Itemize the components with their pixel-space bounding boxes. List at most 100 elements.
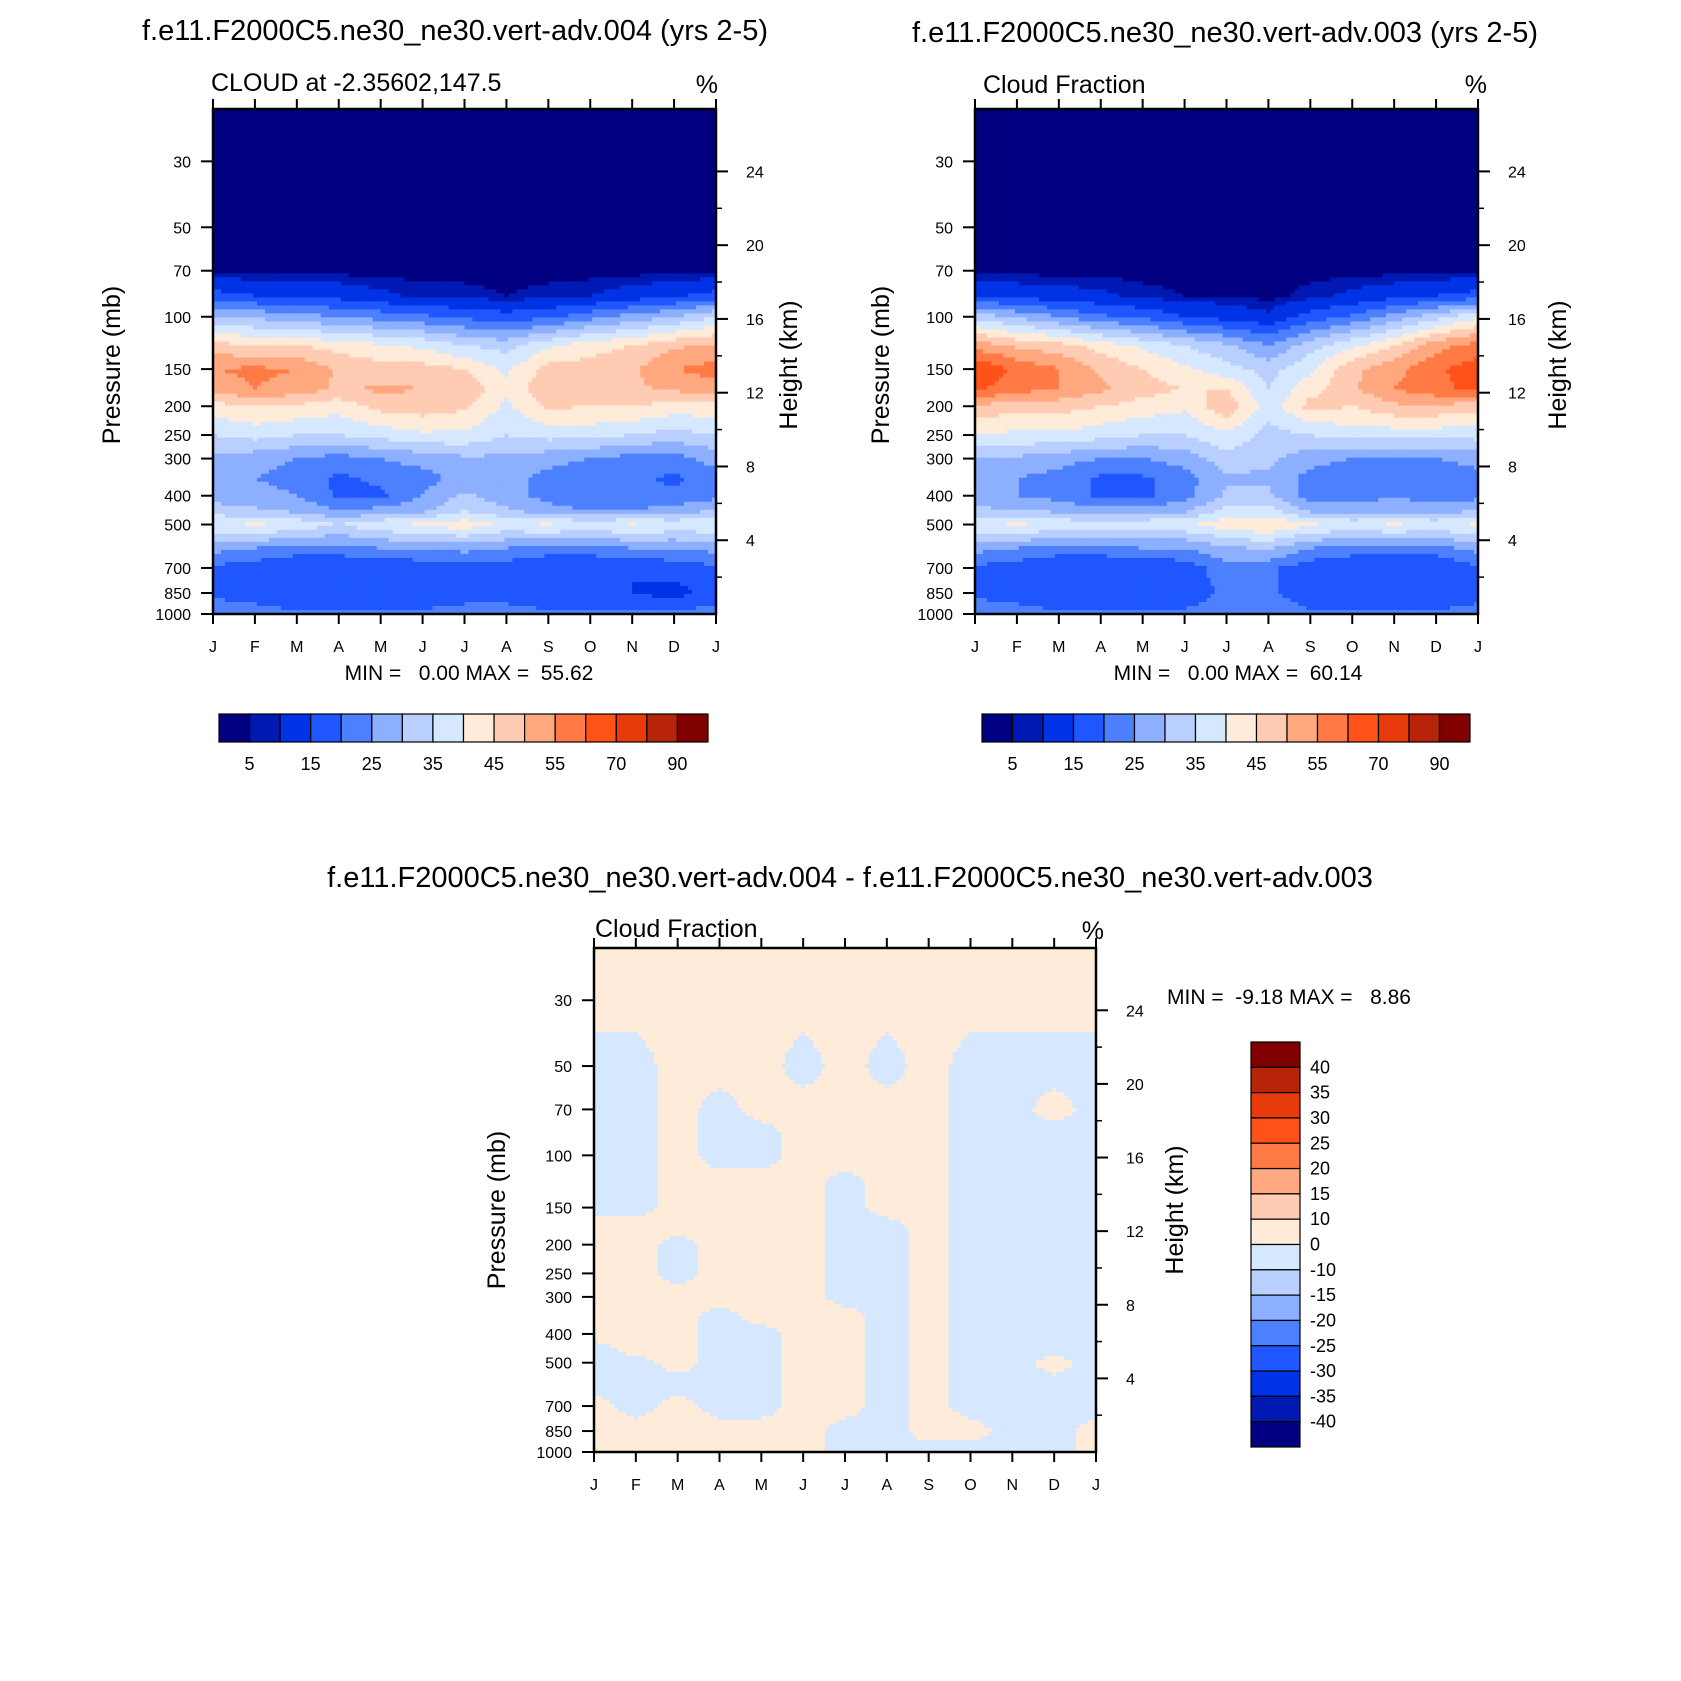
- contour-cell: [305, 161, 310, 166]
- contour-cell: [401, 137, 406, 142]
- contour-cell: [684, 129, 689, 134]
- contour-cell: [353, 113, 358, 118]
- contour-cell: [576, 113, 581, 118]
- contour-cell: [532, 129, 537, 134]
- contour-cell: [321, 113, 326, 118]
- contour-cell: [496, 113, 501, 118]
- contour-cell: [309, 149, 314, 154]
- contour-cell: [253, 161, 258, 166]
- contour-cell: [381, 137, 386, 142]
- contour-cell: [357, 125, 362, 130]
- contour-cell: [656, 133, 661, 138]
- contour-cell: [612, 125, 617, 130]
- contour-cell: [233, 141, 238, 146]
- contour-cell: [313, 153, 318, 158]
- contour-cell: [540, 133, 545, 138]
- contour-cell: [560, 153, 565, 158]
- contour-cell: [217, 113, 222, 118]
- contour-cell: [560, 161, 565, 166]
- contour-cell: [696, 161, 701, 166]
- contour-cell: [568, 153, 573, 158]
- contour-cell: [688, 137, 693, 142]
- contour-cell: [461, 121, 466, 126]
- contour-cell: [664, 149, 669, 154]
- contour-cell: [345, 161, 350, 166]
- contour-cell: [305, 165, 310, 170]
- contour-cell: [293, 113, 298, 118]
- contour-cell: [624, 121, 629, 126]
- contour-cell: [441, 113, 446, 118]
- contour-cell: [257, 153, 262, 158]
- contour-cell: [572, 125, 577, 130]
- contour-cell: [369, 161, 374, 166]
- contour-cell: [465, 157, 470, 162]
- contour-cell: [413, 141, 418, 146]
- contour-cell: [457, 141, 462, 146]
- contour-cell: [480, 149, 485, 154]
- contour-cell: [692, 149, 697, 154]
- contour-cell: [520, 121, 525, 126]
- contour-cell: [265, 165, 270, 170]
- contour-cell: [488, 145, 493, 150]
- contour-cell: [353, 141, 358, 146]
- contour-cell: [600, 125, 605, 130]
- contour-cell: [225, 149, 230, 154]
- contour-cell: [532, 133, 537, 138]
- contour-cell: [257, 149, 262, 154]
- contour-cell: [229, 157, 234, 162]
- contour-cell: [441, 165, 446, 170]
- contour-cell: [512, 145, 517, 150]
- contour-cell: [321, 153, 326, 158]
- contour-cell: [457, 153, 462, 158]
- contour-cell: [576, 145, 581, 150]
- contour-cell: [680, 125, 685, 130]
- contour-cell: [389, 149, 394, 154]
- contour-cell: [273, 153, 278, 158]
- contour-cell: [345, 129, 350, 134]
- contour-cell: [624, 153, 629, 158]
- contour-cell: [425, 133, 430, 138]
- contour-cell: [684, 137, 689, 142]
- contour-cell: [520, 113, 525, 118]
- contour-cell: [524, 121, 529, 126]
- contour-cell: [584, 149, 589, 154]
- contour-cell: [472, 125, 477, 130]
- contour-cell: [492, 137, 497, 142]
- contour-cell: [708, 149, 713, 154]
- contour-cell: [556, 129, 561, 134]
- contour-cell: [253, 149, 258, 154]
- contour-cell: [540, 113, 545, 118]
- contour-cell: [676, 145, 681, 150]
- contour-cell: [668, 117, 673, 122]
- contour-cell: [257, 137, 262, 142]
- contour-cell: [556, 113, 561, 118]
- contour-cell: [504, 145, 509, 150]
- contour-cell: [616, 157, 621, 162]
- contour-cell: [696, 149, 701, 154]
- contour-cell: [393, 129, 398, 134]
- contour-cell: [608, 117, 613, 122]
- contour-cell: [524, 153, 529, 158]
- contour-cell: [640, 133, 645, 138]
- contour-cell: [536, 125, 541, 130]
- contour-cell: [261, 153, 266, 158]
- contour-cell: [401, 121, 406, 126]
- contour-cell: [592, 141, 597, 146]
- contour-cell: [588, 125, 593, 130]
- contour-cell: [496, 117, 501, 122]
- contour-cell: [309, 157, 314, 162]
- contour-cell: [297, 161, 302, 166]
- contour-cell: [265, 113, 270, 118]
- contour-cell: [660, 121, 665, 126]
- contour-cell: [297, 137, 302, 142]
- contour-cell: [660, 157, 665, 162]
- contour-cell: [461, 145, 466, 150]
- contour-cell: [604, 121, 609, 126]
- contour-cell: [600, 133, 605, 138]
- contour-cell: [229, 129, 234, 134]
- contour-cell: [441, 125, 446, 130]
- contour-cell: [289, 141, 294, 146]
- contour-cell: [457, 117, 462, 122]
- contour-cell: [708, 121, 713, 126]
- contour-cell: [672, 153, 677, 158]
